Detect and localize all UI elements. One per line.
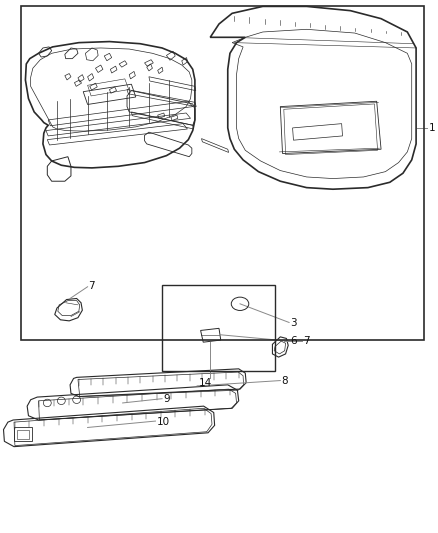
Bar [21, 6, 424, 340]
Text: 1: 1 [428, 123, 435, 133]
Text: 14: 14 [199, 378, 212, 387]
Bar [162, 285, 275, 371]
Text: 6: 6 [290, 336, 297, 346]
Text: 9: 9 [163, 394, 170, 404]
Text: 3: 3 [290, 318, 297, 328]
Text: 10: 10 [157, 417, 170, 426]
Text: 8: 8 [282, 376, 288, 386]
Bar [14, 427, 32, 441]
Text: 7: 7 [304, 336, 310, 346]
Text: 7: 7 [88, 281, 95, 290]
Bar [17, 430, 29, 439]
